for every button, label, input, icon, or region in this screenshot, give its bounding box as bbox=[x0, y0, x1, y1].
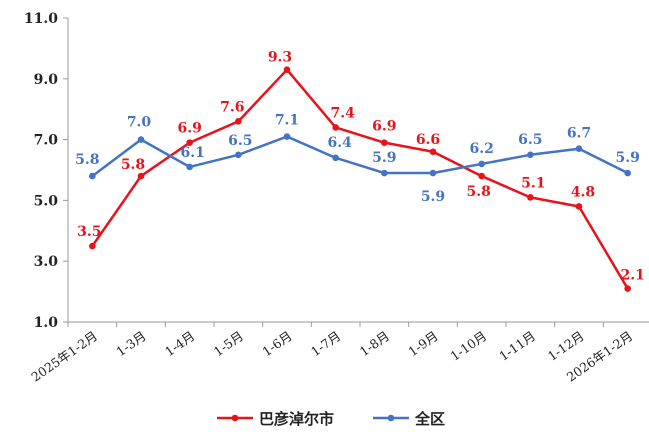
series-line bbox=[91, 135, 629, 178]
data-point bbox=[429, 169, 437, 177]
data-point bbox=[89, 242, 96, 250]
y-tick-label: 1.0 bbox=[34, 315, 59, 331]
x-tick-label: 1-10月 bbox=[448, 328, 490, 364]
data-point bbox=[478, 160, 485, 168]
data-point bbox=[89, 172, 96, 180]
data-point bbox=[575, 203, 583, 210]
x-tick-label: 1-12月 bbox=[545, 328, 587, 364]
x-tick-label: 1-7月 bbox=[308, 328, 343, 359]
legend-marker bbox=[231, 414, 239, 422]
y-tick-label: 5.0 bbox=[34, 193, 59, 209]
data-point bbox=[332, 154, 339, 162]
y-tick-label: 11.0 bbox=[24, 11, 58, 27]
data-label: 9.3 bbox=[268, 50, 292, 66]
data-label: 6.1 bbox=[180, 145, 204, 161]
data-label: 6.5 bbox=[228, 133, 252, 149]
x-tick-label: 1-8月 bbox=[357, 328, 392, 359]
y-tick-label: 9.0 bbox=[34, 72, 59, 88]
data-point bbox=[478, 172, 485, 180]
data-label: 2.1 bbox=[620, 268, 644, 284]
data-label: 6.2 bbox=[469, 141, 493, 157]
data-point bbox=[235, 151, 242, 159]
data-label: 7.4 bbox=[330, 105, 355, 121]
series-line bbox=[91, 68, 629, 290]
data-label: 5.8 bbox=[121, 157, 145, 173]
data-label: 5.9 bbox=[421, 189, 445, 205]
data-label: 6.7 bbox=[567, 126, 591, 142]
x-tick-label: 1-4月 bbox=[162, 328, 197, 359]
data-label: 5.8 bbox=[466, 184, 490, 200]
x-tick-label: 1-9月 bbox=[405, 328, 440, 359]
data-point bbox=[575, 145, 583, 153]
data-point bbox=[429, 148, 437, 156]
data-point bbox=[332, 124, 339, 131]
legend-label: 全区 bbox=[414, 410, 445, 428]
data-label: 7.0 bbox=[127, 115, 152, 131]
data-label: 7.1 bbox=[275, 113, 299, 129]
data-point bbox=[186, 139, 193, 146]
x-tick-label: 2025年1-2月 bbox=[28, 328, 100, 384]
x-tick-label: 1-11月 bbox=[496, 328, 538, 364]
x-tick-label: 1-6月 bbox=[259, 328, 294, 359]
data-point bbox=[624, 285, 631, 292]
data-label: 7.6 bbox=[220, 99, 244, 115]
legend-marker bbox=[387, 414, 395, 422]
x-tick-label: 1-5月 bbox=[211, 328, 246, 359]
data-label: 5.9 bbox=[372, 150, 396, 166]
y-tick-label: 7.0 bbox=[34, 133, 59, 149]
data-label: 3.5 bbox=[77, 224, 101, 240]
data-label: 6.5 bbox=[518, 132, 542, 148]
data-label: 4.8 bbox=[571, 184, 595, 200]
data-label: 5.9 bbox=[615, 150, 639, 166]
data-point bbox=[527, 151, 534, 159]
x-tick-label: 1-3月 bbox=[113, 328, 148, 359]
data-label: 6.6 bbox=[416, 132, 440, 148]
data-point bbox=[137, 172, 145, 180]
data-point bbox=[527, 194, 534, 201]
data-label: 5.8 bbox=[75, 152, 99, 168]
data-label: 5.1 bbox=[521, 175, 545, 191]
data-point bbox=[283, 133, 291, 140]
data-point bbox=[235, 118, 242, 125]
data-point bbox=[186, 163, 193, 171]
data-label: 6.9 bbox=[177, 121, 201, 137]
data-point bbox=[381, 169, 388, 177]
data-label: 6.4 bbox=[327, 135, 352, 151]
data-label: 6.9 bbox=[372, 119, 396, 135]
legend-label: 巴彦淖尔市 bbox=[259, 410, 334, 428]
data-point bbox=[381, 139, 388, 146]
data-point bbox=[624, 169, 631, 177]
y-tick-label: 3.0 bbox=[34, 254, 59, 270]
data-point bbox=[137, 136, 145, 143]
data-point bbox=[283, 66, 291, 73]
